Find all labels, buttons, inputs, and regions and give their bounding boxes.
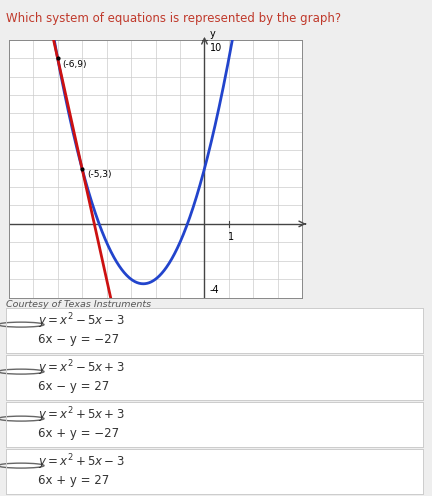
Text: 6x + y = 27: 6x + y = 27 xyxy=(38,474,109,488)
Text: Courtesy of Texas Instruments: Courtesy of Texas Instruments xyxy=(6,300,152,309)
Text: $y = x^2 + 5x - 3$: $y = x^2 + 5x - 3$ xyxy=(38,452,124,472)
Text: 6x + y = −27: 6x + y = −27 xyxy=(38,428,119,440)
Text: 1: 1 xyxy=(229,232,235,242)
Text: Which system of equations is represented by the graph?: Which system of equations is represented… xyxy=(6,12,342,25)
Text: $y = x^2 - 5x + 3$: $y = x^2 - 5x + 3$ xyxy=(38,358,124,378)
Text: (-5,3): (-5,3) xyxy=(87,171,111,180)
Text: $y = x^2 - 5x - 3$: $y = x^2 - 5x - 3$ xyxy=(38,311,124,331)
Text: 6x − y = −27: 6x − y = −27 xyxy=(38,333,119,346)
Text: (-6,9): (-6,9) xyxy=(63,60,87,69)
Text: y: y xyxy=(210,29,216,39)
Text: -4: -4 xyxy=(210,285,219,295)
Text: $y = x^2 + 5x + 3$: $y = x^2 + 5x + 3$ xyxy=(38,405,124,425)
Text: 6x − y = 27: 6x − y = 27 xyxy=(38,380,109,393)
Text: 10: 10 xyxy=(210,43,222,54)
